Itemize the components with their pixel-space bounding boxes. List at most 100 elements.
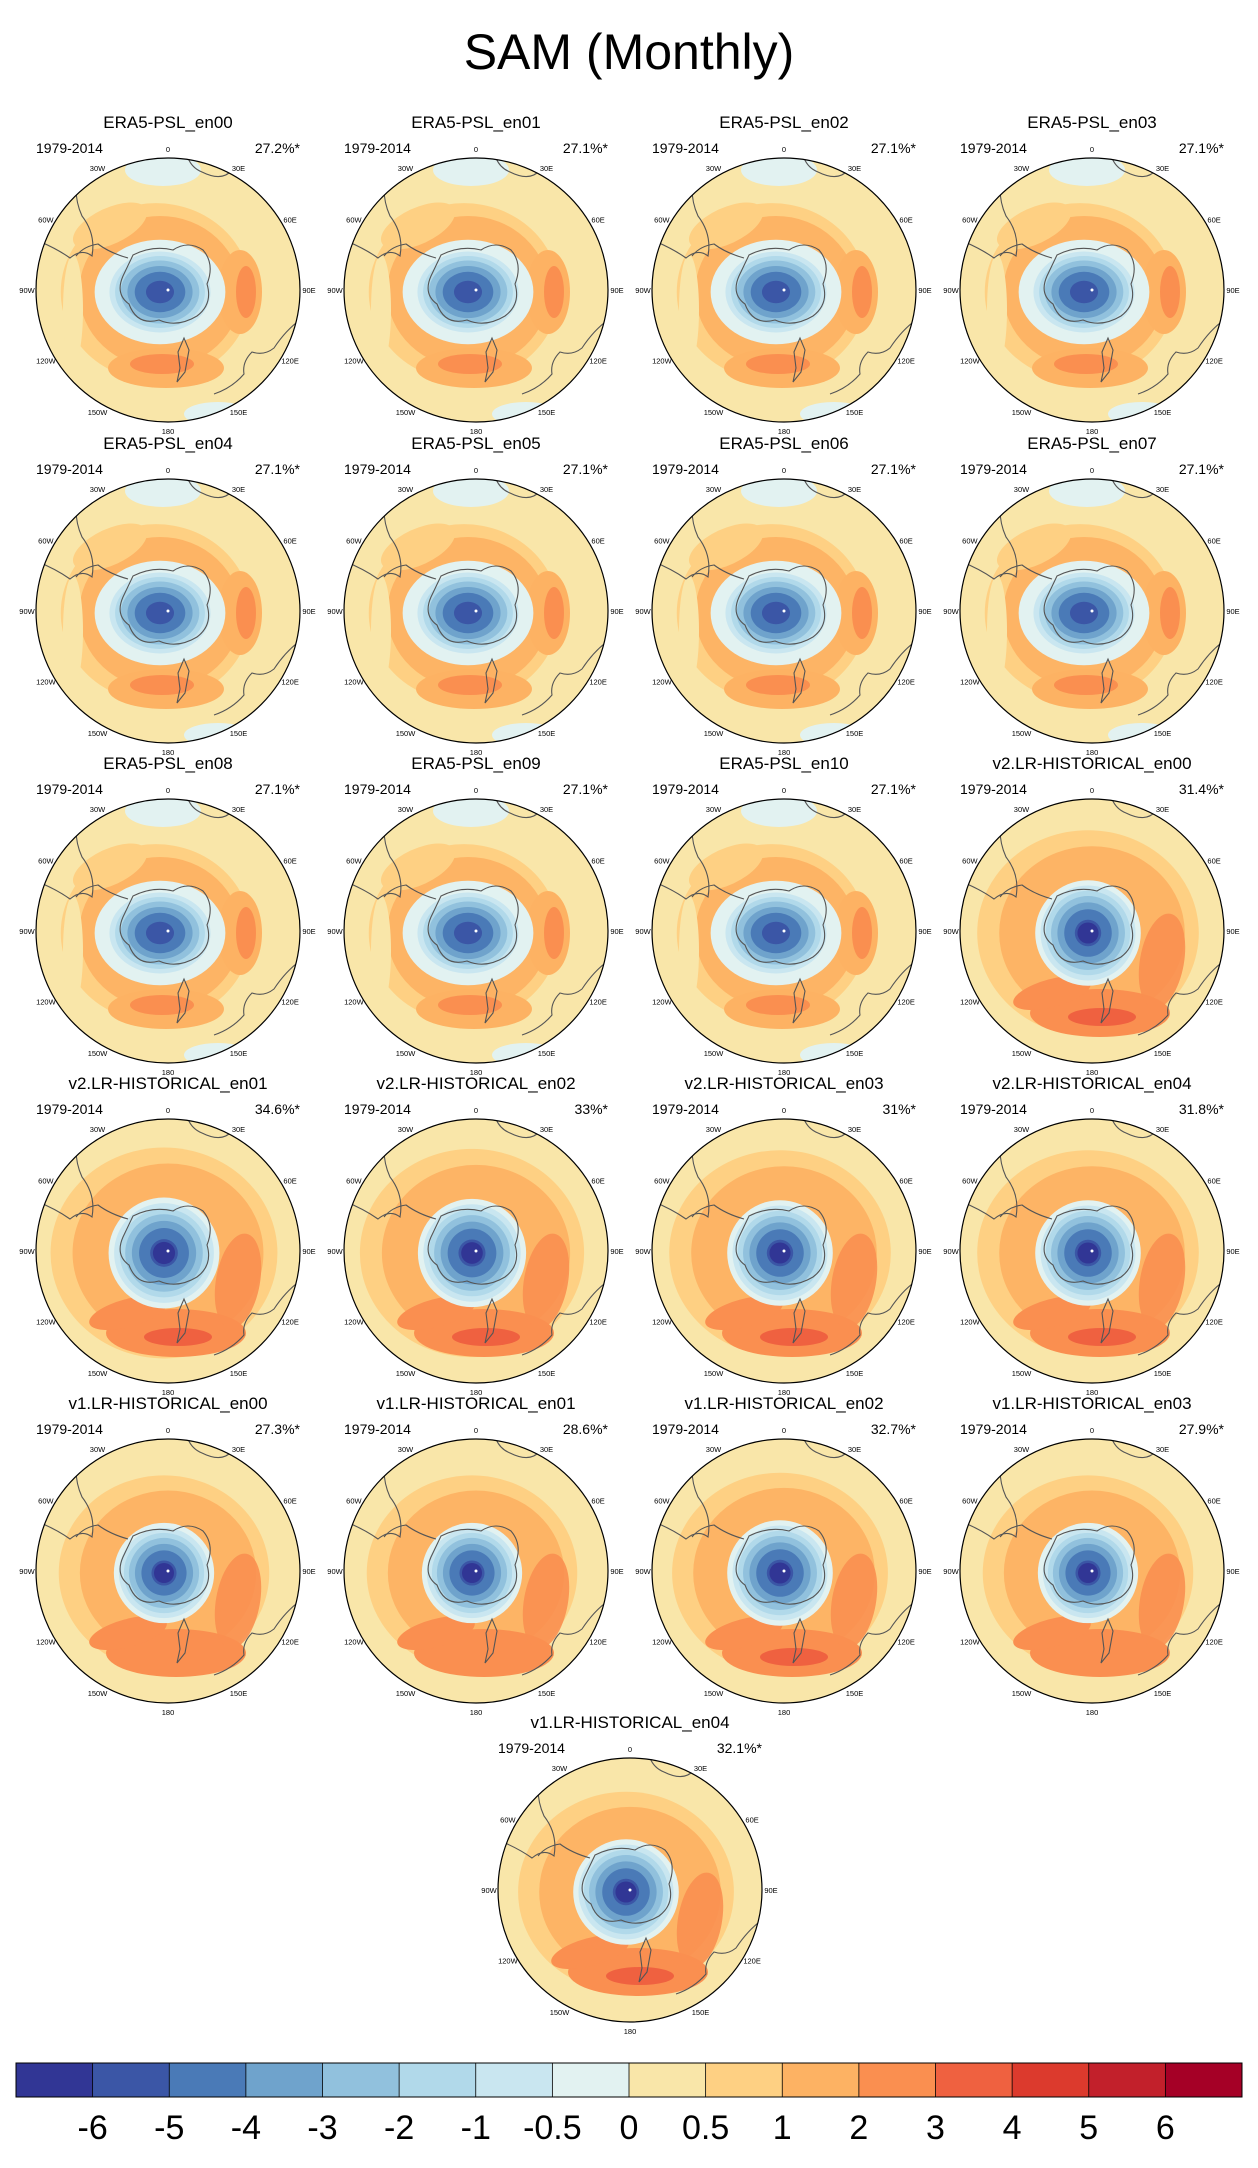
longitude-label: 150W — [704, 1369, 725, 1378]
longitude-label: 150E — [230, 729, 248, 738]
longitude-label: 0 — [166, 786, 170, 795]
longitude-label: 30E — [848, 1445, 861, 1454]
variance-explained-label: 27.2%* — [255, 140, 301, 156]
australia-coastline — [521, 640, 608, 716]
south-america-coastline — [36, 158, 119, 259]
longitude-label: 60W — [654, 857, 670, 866]
longitude-label: 30E — [694, 1764, 707, 1773]
longitude-label: 180 — [162, 748, 175, 757]
new-zealand-coastline — [484, 336, 498, 383]
antarctica-coastline — [1043, 565, 1135, 645]
sam-pattern-map — [344, 479, 608, 743]
variance-explained-label: 27.1%* — [563, 140, 609, 156]
longitude-label: 30W — [90, 485, 106, 494]
period-label: 1979-2014 — [344, 781, 411, 797]
antarctica-coastline — [119, 1205, 211, 1285]
variance-explained-label: 31%* — [883, 1101, 917, 1117]
longitude-label: 90E — [764, 1886, 777, 1895]
longitude-label: 150E — [1154, 408, 1172, 417]
map-boundary — [35, 1438, 301, 1704]
sam-pattern-map — [344, 1119, 608, 1383]
antarctica-coastline — [1043, 885, 1135, 965]
sam-pattern-map — [498, 1758, 762, 2022]
panel-title: ERA5-PSL_en06 — [719, 434, 848, 453]
longitude-label: 90W — [19, 607, 35, 616]
map-boundary — [959, 1438, 1225, 1704]
new-zealand-coastline — [1100, 977, 1114, 1024]
new-zealand-coastline — [484, 977, 498, 1024]
map-boundary — [343, 157, 609, 423]
longitude-label: 120E — [1205, 1638, 1223, 1647]
period-label: 1979-2014 — [498, 1740, 565, 1756]
period-label: 1979-2014 — [960, 461, 1027, 477]
variance-explained-label: 27.1%* — [1179, 461, 1225, 477]
australia-coastline — [213, 640, 300, 716]
longitude-label: 90E — [1226, 1567, 1239, 1576]
antarctica-coastline — [735, 565, 827, 645]
longitude-label: 120E — [281, 998, 299, 1007]
sam-pattern-map — [652, 1119, 916, 1383]
longitude-label: 180 — [1086, 1388, 1099, 1397]
south-america-coastline — [960, 479, 1043, 580]
longitude-label: 90W — [635, 1567, 651, 1576]
longitude-label: 90W — [943, 1247, 959, 1256]
panel-title: v1.LR-HISTORICAL_en01 — [376, 1394, 575, 1413]
longitude-label: 90W — [327, 1247, 343, 1256]
longitude-label: 120E — [897, 998, 915, 1007]
longitude-label: 150E — [1154, 1689, 1172, 1698]
panel-title: v2.LR-HISTORICAL_en00 — [992, 754, 1191, 773]
antarctica-coastline — [581, 1844, 673, 1924]
longitude-label: 60E — [1207, 537, 1220, 546]
longitude-label: 0 — [628, 1745, 632, 1754]
longitude-label: 150E — [846, 729, 864, 738]
longitude-label: 150W — [88, 1689, 109, 1698]
south-america-coastline — [344, 1439, 427, 1540]
antarctica-coastline — [1043, 244, 1135, 324]
panel-title: ERA5-PSL_en07 — [1027, 434, 1156, 453]
longitude-label: 90E — [918, 286, 931, 295]
longitude-label: 90W — [327, 607, 343, 616]
map-panel: v2.LR-HISTORICAL_en03 1979-2014 31%* 0 30E 60… — [635, 1074, 931, 1397]
longitude-label: 180 — [624, 2027, 637, 2036]
sam-pattern-map — [960, 1119, 1224, 1383]
period-label: 1979-2014 — [36, 1101, 103, 1117]
map-panel: v1.LR-HISTORICAL_en03 1979-2014 27.9%* 0 30E… — [943, 1394, 1239, 1717]
longitude-label: 30E — [232, 1125, 245, 1134]
new-zealand-coastline — [176, 1617, 190, 1664]
antarctica-coastline — [119, 885, 211, 965]
figure-title: SAM (Monthly) — [463, 24, 795, 80]
map-panel: v2.LR-HISTORICAL_en02 1979-2014 33%* 0 30E 60… — [327, 1074, 623, 1397]
longitude-label: 120W — [344, 357, 365, 366]
australia-coastline — [521, 960, 608, 1036]
new-zealand-coastline — [792, 1617, 806, 1664]
longitude-label: 120W — [652, 1638, 673, 1647]
longitude-label: 90E — [918, 1567, 931, 1576]
longitude-label: 60E — [591, 216, 604, 225]
longitude-label: 90E — [610, 927, 623, 936]
longitude-label: 30E — [1156, 485, 1169, 494]
longitude-label: 120E — [281, 357, 299, 366]
longitude-label: 120W — [36, 357, 57, 366]
longitude-label: 150W — [1012, 1369, 1033, 1378]
panel-title: ERA5-PSL_en02 — [719, 113, 848, 132]
longitude-label: 120W — [344, 1638, 365, 1647]
south-america-coastline — [960, 1439, 1043, 1540]
longitude-label: 180 — [778, 427, 791, 436]
longitude-label: 60E — [283, 857, 296, 866]
longitude-label: 90E — [610, 286, 623, 295]
longitude-label: 60W — [38, 1177, 54, 1186]
longitude-label: 30E — [540, 1125, 553, 1134]
longitude-label: 30W — [1014, 805, 1030, 814]
south-america-coastline — [344, 799, 427, 900]
longitude-label: 0 — [166, 466, 170, 475]
longitude-label: 120E — [897, 1638, 915, 1647]
longitude-label: 0 — [1090, 786, 1094, 795]
map-boundary — [651, 798, 917, 1064]
antarctica-coastline — [119, 1525, 211, 1605]
longitude-label: 90E — [918, 927, 931, 936]
longitude-label: 120E — [1205, 678, 1223, 687]
longitude-label: 120W — [36, 1318, 57, 1327]
longitude-label: 180 — [470, 1388, 483, 1397]
